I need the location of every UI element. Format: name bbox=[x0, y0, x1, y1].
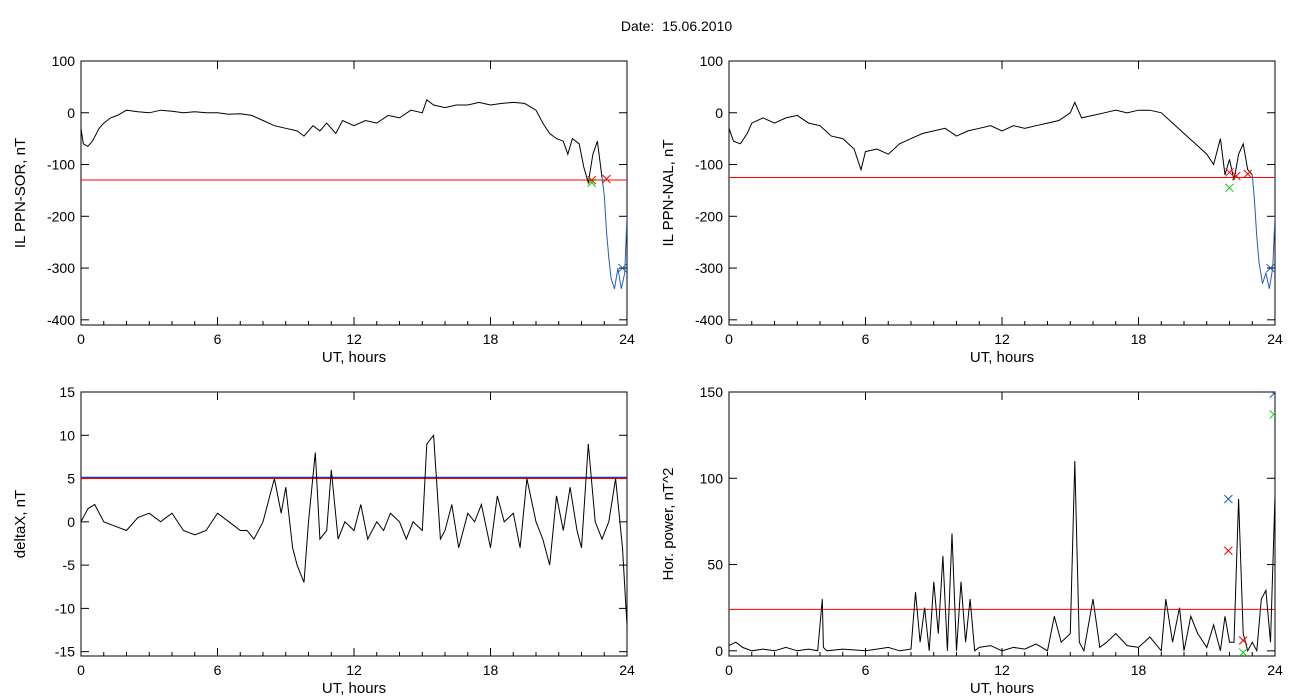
cross-marker bbox=[618, 263, 627, 273]
y-tick-label: 0 bbox=[715, 643, 723, 659]
y-tick-label: 100 bbox=[52, 53, 76, 69]
panel-hor-power: 0 6 12 18 24 150 100 50 0 UT, hours Hor. power, nT… bbox=[660, 384, 1283, 697]
y-axis-label: IL PPN-SOR, nT bbox=[12, 138, 29, 248]
series-line-0 bbox=[81, 98, 603, 183]
x-tick-label: 12 bbox=[346, 662, 362, 678]
y-axis-label: deltaX, nT bbox=[12, 490, 29, 558]
y-tick-label: 5 bbox=[67, 471, 75, 487]
cross-marker bbox=[1243, 169, 1253, 179]
y-tick-label: 50 bbox=[707, 557, 723, 573]
series-line-1 bbox=[601, 177, 627, 289]
y-tick-label: 15 bbox=[59, 384, 75, 400]
panel-deltax: 0 6 12 18 24 15 10 5 0 -5 -10 -15 UT, hours deltaX, n… bbox=[12, 384, 635, 697]
cross-marker bbox=[1269, 392, 1275, 399]
x-axis-label: UT, hours bbox=[970, 680, 1034, 697]
y-tick-label: 0 bbox=[67, 105, 75, 121]
series-line-0 bbox=[729, 460, 1275, 653]
cross-marker bbox=[587, 175, 597, 185]
cross-marker bbox=[1224, 494, 1233, 504]
x-tick-label: 24 bbox=[1267, 331, 1283, 347]
y-tick-label: 100 bbox=[700, 53, 724, 69]
y-tick-label: 10 bbox=[59, 427, 75, 443]
cross-marker bbox=[1224, 546, 1233, 556]
x-tick-label: 12 bbox=[346, 331, 362, 347]
cross-marker bbox=[1269, 410, 1275, 419]
cross-marker bbox=[1231, 171, 1241, 181]
panel-ppn-sor: 0 6 12 18 24 100 0 -100 -200 -300 -400 UT, hours IL … bbox=[12, 53, 635, 366]
y-tick-label: -200 bbox=[695, 208, 723, 224]
plot-frame bbox=[728, 60, 1276, 326]
x-tick-label: 12 bbox=[994, 662, 1010, 678]
x-axis-label: UT, hours bbox=[970, 349, 1034, 366]
y-tick-label: -400 bbox=[695, 312, 723, 328]
cross-marker bbox=[1238, 648, 1248, 656]
cross-marker bbox=[587, 178, 597, 188]
x-tick-label: 18 bbox=[1131, 662, 1147, 678]
series-line-0 bbox=[729, 101, 1253, 181]
cross-marker bbox=[1266, 263, 1275, 273]
y-axis-label: Hor. power, nT^2 bbox=[660, 468, 677, 581]
x-tick-label: 18 bbox=[483, 331, 499, 347]
y-tick-label: -400 bbox=[47, 312, 75, 328]
cross-marker bbox=[1225, 183, 1234, 193]
x-tick-label: 0 bbox=[725, 331, 733, 347]
plot-frame bbox=[728, 391, 1276, 657]
cross-marker bbox=[1238, 636, 1248, 645]
x-tick-label: 12 bbox=[994, 331, 1010, 347]
x-tick-label: 6 bbox=[862, 331, 870, 347]
x-tick-label: 6 bbox=[214, 331, 222, 347]
series-line-0 bbox=[81, 433, 627, 626]
y-tick-label: -15 bbox=[55, 644, 75, 660]
x-tick-label: 0 bbox=[725, 662, 733, 678]
y-tick-label: -10 bbox=[55, 600, 75, 616]
x-tick-label: 0 bbox=[77, 331, 85, 347]
cross-marker bbox=[1225, 167, 1234, 177]
y-tick-label: -5 bbox=[63, 557, 76, 573]
x-tick-label: 6 bbox=[862, 662, 870, 678]
y-tick-label: -100 bbox=[695, 157, 723, 173]
x-tick-label: 18 bbox=[1131, 331, 1147, 347]
x-tick-label: 24 bbox=[1267, 662, 1283, 678]
plot-frame bbox=[80, 391, 628, 657]
panel-ppn-nal: 0 6 12 18 24 100 0 -100 -200 -300 -400 UT, hours IL … bbox=[660, 53, 1283, 366]
x-tick-label: 18 bbox=[483, 662, 499, 678]
x-axis-label: UT, hours bbox=[322, 349, 386, 366]
x-tick-label: 24 bbox=[619, 662, 635, 678]
y-tick-label: -300 bbox=[47, 260, 75, 276]
y-axis-label: IL PPN-NAL, nT bbox=[660, 140, 677, 247]
y-tick-label: 0 bbox=[715, 105, 723, 121]
y-tick-label: 100 bbox=[700, 470, 724, 486]
x-tick-label: 6 bbox=[214, 662, 222, 678]
cross-marker bbox=[602, 174, 611, 184]
page-title: Date: 15.06.2010 bbox=[620, 18, 733, 34]
y-tick-label: 0 bbox=[67, 514, 75, 530]
y-tick-label: -300 bbox=[695, 260, 723, 276]
y-tick-label: 150 bbox=[700, 384, 724, 400]
plot-frame bbox=[80, 60, 628, 326]
y-tick-label: -100 bbox=[47, 157, 75, 173]
x-tick-label: 24 bbox=[619, 331, 635, 347]
x-axis-label: UT, hours bbox=[322, 680, 386, 697]
y-tick-label: -200 bbox=[47, 208, 75, 224]
x-tick-label: 0 bbox=[77, 662, 85, 678]
series-line-1 bbox=[1251, 174, 1275, 289]
